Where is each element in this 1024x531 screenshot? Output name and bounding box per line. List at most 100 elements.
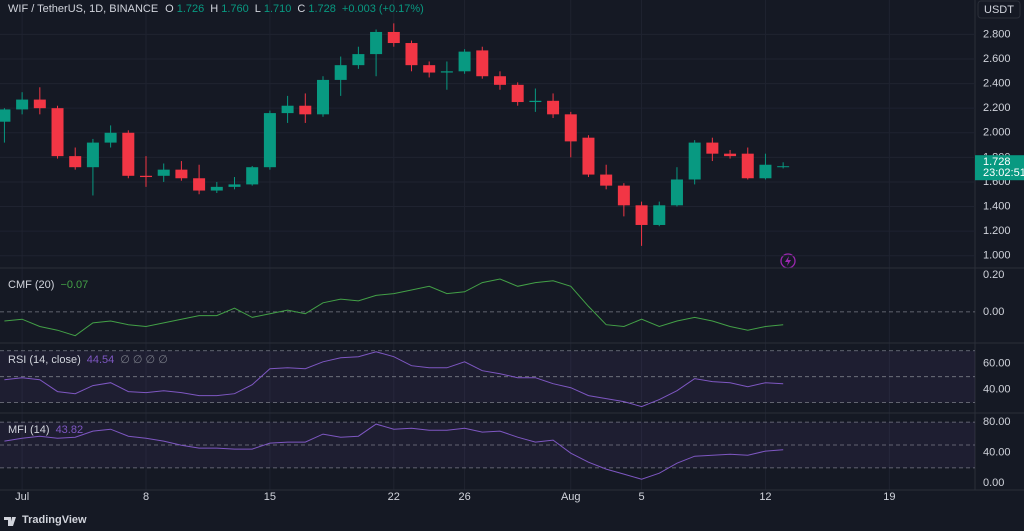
candle-body xyxy=(122,132,135,176)
candle-body xyxy=(635,205,648,225)
logo xyxy=(4,517,16,526)
candle-body xyxy=(724,153,737,157)
x-tick-label: 26 xyxy=(458,491,470,503)
candle-body xyxy=(529,100,542,103)
indicator-line xyxy=(4,351,784,408)
alert-bolt[interactable] xyxy=(785,256,791,266)
candle-body xyxy=(423,65,436,73)
y-tick-label: 0.20 xyxy=(983,269,1004,281)
ohlc-label: O xyxy=(165,3,174,15)
y-tick-label: 0.00 xyxy=(983,306,1004,318)
candle-body xyxy=(140,175,153,178)
candle-body xyxy=(670,179,683,206)
last-price-tag xyxy=(975,155,1024,181)
candle-body xyxy=(387,31,400,44)
indicator-extra: ∅ ∅ ∅ ∅ xyxy=(120,354,168,366)
ohlc-label: H xyxy=(210,3,219,15)
logo-mark xyxy=(4,517,16,526)
y-tick-label: 2.600 xyxy=(983,53,1011,65)
x-tick-label: 19 xyxy=(883,491,895,503)
symbol-header: WIF / TetherUS, 1D, BINANCE O 1.726 H 1.760… xyxy=(8,3,427,15)
candle-body xyxy=(582,137,595,175)
candle-body xyxy=(0,109,11,122)
ohlc-label: L xyxy=(254,3,261,15)
candle-body xyxy=(334,65,347,80)
x-tick-label: 15 xyxy=(264,491,276,503)
candle-body xyxy=(617,185,630,206)
ohlc-value: 1.728 xyxy=(308,3,336,15)
candle-body xyxy=(281,105,294,114)
indicator-title: RSI (14, close) xyxy=(8,354,81,366)
candle-body xyxy=(547,100,560,115)
candle-body xyxy=(493,76,506,85)
y-tick-label: 1.400 xyxy=(983,200,1011,212)
ohlc-value: 1.710 xyxy=(263,3,292,15)
candle-body xyxy=(511,84,524,103)
candle-body xyxy=(33,99,46,109)
y-tick-label: 2.200 xyxy=(983,102,1011,114)
x-tick-label: 22 xyxy=(388,491,400,503)
candle-body xyxy=(299,105,312,115)
candle-body xyxy=(104,132,117,143)
candle-body xyxy=(228,184,241,187)
candle-body xyxy=(246,167,259,185)
candle-body xyxy=(688,142,701,180)
indicator-line xyxy=(4,423,784,480)
candle-body xyxy=(440,71,453,73)
y-tick-label: 1.200 xyxy=(983,225,1011,237)
x-tick-label: Jul xyxy=(15,491,29,503)
y-tick-label: 40.00 xyxy=(983,384,1011,396)
candle-body xyxy=(370,31,383,55)
candle-body xyxy=(263,113,276,168)
currency-box xyxy=(977,0,1021,19)
x-tick-label: 5 xyxy=(639,491,645,503)
y-tick-label: 40.00 xyxy=(983,447,1011,459)
candle-body xyxy=(210,186,223,191)
indicator-title: CMF (20) xyxy=(8,279,54,291)
candle-body xyxy=(564,114,577,142)
candle-body xyxy=(600,174,613,186)
x-tick-label: 12 xyxy=(759,491,771,503)
x-tick-label: Aug xyxy=(561,491,581,503)
indicator-readout: 43.82 xyxy=(56,424,84,436)
candle-body xyxy=(458,51,471,72)
candle-body xyxy=(653,205,666,225)
candle-body xyxy=(741,153,754,179)
candle-body xyxy=(157,169,170,176)
countdown-label: 23:02:51 xyxy=(983,167,1024,179)
indicator-readout: −0.07 xyxy=(60,279,88,291)
brand: TradingView xyxy=(22,514,87,526)
last-price-label: 1.728 xyxy=(983,156,1011,168)
candle-body xyxy=(706,142,719,154)
ohlc-value: 1.760 xyxy=(221,3,249,15)
currency-label: USDT xyxy=(984,4,1014,16)
grid-layer xyxy=(0,0,975,490)
candle-body xyxy=(405,43,418,66)
y-tick-label: 0.00 xyxy=(983,477,1004,489)
y-tick-label: 2.000 xyxy=(983,127,1011,139)
candle-body xyxy=(316,79,329,115)
y-tick-label: 2.800 xyxy=(983,28,1011,40)
y-tick-label: 60.00 xyxy=(983,358,1011,370)
candle-body xyxy=(777,166,790,168)
candle-body xyxy=(69,156,82,168)
indicator-line xyxy=(4,278,784,337)
indicator-readout: 44.54 xyxy=(87,354,115,366)
price-change: +0.003 (+0.17%) xyxy=(341,3,424,15)
x-tick-label: 8 xyxy=(143,491,149,503)
symbol-title: WIF / TetherUS, 1D, BINANCE xyxy=(8,3,159,15)
candle-body xyxy=(86,142,99,168)
y-tick-label: 2.400 xyxy=(983,78,1011,90)
candle-body xyxy=(16,99,29,110)
ohlc-value: 1.726 xyxy=(176,3,205,15)
indicator-title: MFI (14) xyxy=(8,424,50,436)
candle-body xyxy=(51,108,64,157)
y-tick-label: 80.00 xyxy=(983,416,1011,428)
candle-body xyxy=(193,178,206,191)
candle-body xyxy=(476,50,489,77)
candle-body xyxy=(175,169,188,179)
ohlc-label: C xyxy=(297,3,306,15)
candle-body xyxy=(352,54,365,66)
